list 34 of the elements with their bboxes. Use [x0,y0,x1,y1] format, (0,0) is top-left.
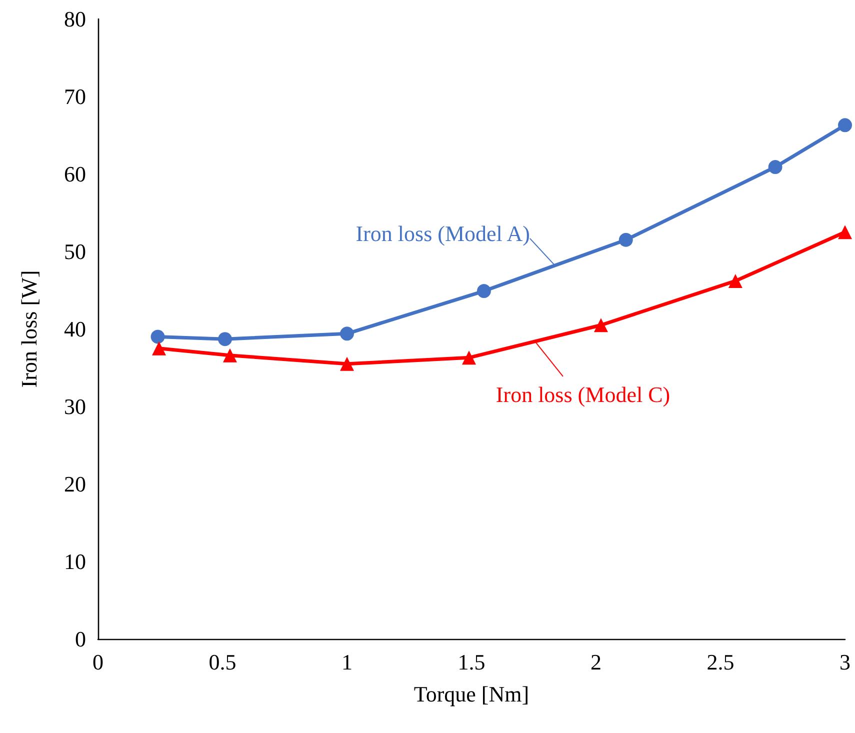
y-tick-label: 20 [64,472,86,496]
y-tick-label: 0 [75,626,86,652]
x-tick-label: 1.5 [458,650,486,674]
x-axis-title: Torque [Nm] [414,682,530,706]
y-tick-label: 70 [64,84,86,109]
point [476,284,491,298]
point [728,274,742,288]
point [218,332,232,346]
point [150,330,165,344]
x-tick-label: 2.5 [706,650,734,674]
y-tick-label: 50 [64,239,86,264]
series-label: Iron loss (Model A) [356,220,530,246]
y-tick-label: 60 [64,162,86,186]
x-tick-label: 2 [590,650,602,674]
point [838,225,852,240]
point [340,326,354,341]
point [152,341,166,356]
y-tick-label: 30 [64,394,86,419]
x-tick-label: 1 [342,650,352,674]
y-tick-label: 80 [64,6,86,32]
point [340,356,354,371]
point [618,232,633,247]
x-tick-label: 3 [840,650,850,674]
x-tick-label: 0.5 [208,650,236,674]
y-axis-title: Iron loss [W] [16,270,42,388]
legend-label: Iron loss (Model C) [496,382,670,407]
point [838,118,852,132]
x-tick-label: 0 [92,650,104,674]
point [594,318,608,332]
y-tick-label: 10 [64,549,86,574]
point [462,350,476,365]
point [222,348,237,362]
point [768,160,782,174]
y-tick-label: 40 [64,316,86,342]
